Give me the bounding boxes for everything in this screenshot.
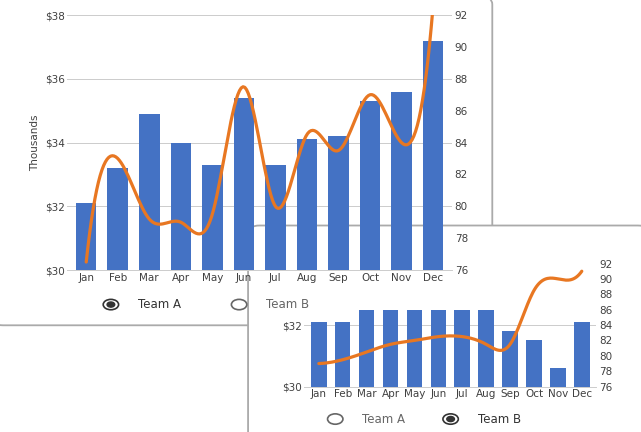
Bar <box>108 168 128 432</box>
Text: Team A: Team A <box>362 413 405 426</box>
Bar <box>550 368 565 432</box>
Bar <box>503 331 518 432</box>
Bar <box>311 322 326 432</box>
Bar <box>233 98 254 432</box>
Bar <box>359 310 374 432</box>
Bar <box>265 165 286 432</box>
Text: Team B: Team B <box>478 413 520 426</box>
Bar <box>328 136 349 432</box>
Bar <box>202 165 222 432</box>
Bar <box>335 322 351 432</box>
Bar <box>526 340 542 432</box>
Bar <box>391 92 412 432</box>
Bar <box>383 310 398 432</box>
Bar <box>171 143 191 432</box>
Bar <box>139 114 160 432</box>
Bar <box>423 41 443 432</box>
Bar <box>478 310 494 432</box>
Text: Team B: Team B <box>266 298 309 311</box>
Bar <box>76 203 96 432</box>
Bar <box>406 310 422 432</box>
Bar <box>360 101 380 432</box>
Bar <box>574 322 590 432</box>
Y-axis label: Thousands: Thousands <box>31 114 40 171</box>
Bar <box>454 310 470 432</box>
Bar <box>431 310 446 432</box>
Bar <box>297 140 317 432</box>
Text: Team A: Team A <box>138 298 181 311</box>
